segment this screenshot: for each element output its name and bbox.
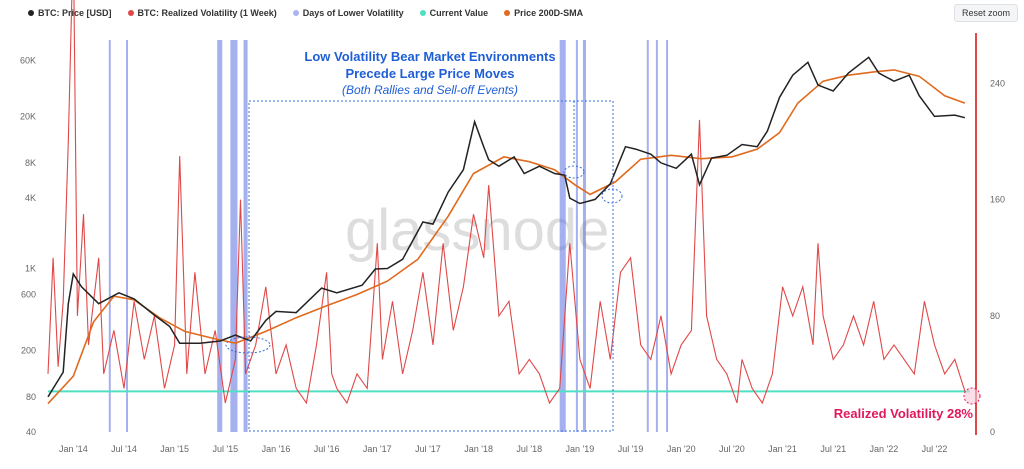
legend-dot-icon [28, 10, 34, 16]
highlight-ellipse [225, 336, 271, 354]
sma-series [47, 69, 966, 405]
legend-dot-icon [127, 10, 134, 16]
x-tick-label: Jul '16 [314, 444, 340, 454]
volatility-series [47, 0, 966, 405]
right-tick-label: 0 [990, 427, 995, 437]
legend-item[interactable]: Days of Lower Volatility [292, 8, 404, 18]
legend-label: Price 200D-SMA [514, 8, 584, 18]
x-tick-label: Jan '22 [870, 444, 899, 454]
annotation-subtitle: (Both Rallies and Sell-off Events) [342, 83, 518, 97]
legend-dot-icon [292, 10, 299, 16]
x-tick-label: Jul '20 [719, 444, 745, 454]
low-volatility-band [559, 40, 566, 432]
low-volatility-band [126, 40, 129, 432]
x-tick-label: Jul '22 [922, 444, 948, 454]
annotation-title-line1: Low Volatility Bear Market Environments [304, 49, 555, 64]
left-tick-label: 40 [26, 427, 36, 437]
x-tick-label: Jan '19 [566, 444, 595, 454]
legend-label: Days of Lower Volatility [302, 8, 404, 18]
left-tick-label: 20K [20, 111, 36, 121]
low-volatility-band [646, 40, 649, 432]
legend-label: BTC: Price [USD] [38, 8, 112, 18]
legend-dot-icon [504, 10, 511, 16]
x-tick-label: Jan '21 [768, 444, 797, 454]
x-tick-label: Jan '16 [262, 444, 291, 454]
left-tick-label: 1K [25, 264, 36, 274]
realized-volatility-callout: Realized Volatility 28% [834, 406, 974, 421]
low-volatility-band [217, 40, 223, 432]
reset-zoom-button[interactable]: Reset zoom [953, 4, 1018, 22]
legend-dot-icon [419, 10, 426, 16]
x-tick-label: Jan '18 [464, 444, 493, 454]
x-tick-label: Jan '15 [160, 444, 189, 454]
low-volatility-band [230, 40, 238, 432]
legend-label: Current Value [429, 8, 489, 18]
x-tick-label: Jan '14 [59, 444, 88, 454]
legend-item[interactable]: BTC: Price [USD] [28, 8, 112, 18]
low-volatility-band [655, 40, 658, 432]
highlight-ellipse [601, 188, 623, 204]
current-value-marker [963, 387, 981, 405]
legend: BTC: Price [USD] BTC: Realized Volatility… [28, 8, 583, 18]
legend-label: BTC: Realized Volatility (1 Week) [137, 8, 277, 18]
low-volatility-band [575, 40, 578, 432]
low-volatility-bands [108, 40, 669, 432]
low-volatility-band [666, 40, 669, 432]
x-tick-label: Jul '21 [820, 444, 846, 454]
x-tick-label: Jul '14 [111, 444, 137, 454]
left-tick-label: 8K [25, 158, 36, 168]
right-axis-ticks: 0 80 160 240 [990, 79, 1005, 437]
right-tick-label: 160 [990, 195, 1005, 205]
x-tick-label: Jan '17 [363, 444, 392, 454]
low-volatility-band [243, 40, 248, 432]
annotation-title-line2: Precede Large Price Moves [345, 66, 514, 81]
x-axis-ticks: Jan '14 Jul '14 Jan '15 Jul '15 Jan '16 Jul '… [59, 444, 947, 454]
left-tick-label: 80 [26, 392, 36, 402]
x-tick-label: Jul '18 [516, 444, 542, 454]
legend-item[interactable]: Current Value [419, 8, 489, 18]
right-tick-label: 80 [990, 311, 1000, 321]
x-tick-label: Jan '20 [667, 444, 696, 454]
x-tick-label: Jul '17 [415, 444, 441, 454]
annotation-box [248, 100, 614, 432]
x-tick-label: Jul '15 [212, 444, 238, 454]
left-tick-label: 4K [25, 193, 36, 203]
x-tick-label: Jul '19 [618, 444, 644, 454]
legend-item[interactable]: Price 200D-SMA [504, 8, 583, 18]
left-tick-label: 60K [20, 56, 36, 66]
highlight-ellipse [563, 165, 585, 179]
left-axis-ticks: 40 80 200 600 1K 4K 8K 20K 60K [20, 56, 36, 437]
low-volatility-band [582, 40, 587, 432]
left-tick-label: 600 [21, 289, 36, 299]
price-series [47, 56, 966, 398]
legend-item[interactable]: BTC: Realized Volatility (1 Week) [127, 8, 277, 18]
low-volatility-band [108, 40, 111, 432]
left-tick-label: 200 [21, 345, 36, 355]
right-tick-label: 240 [990, 79, 1005, 89]
